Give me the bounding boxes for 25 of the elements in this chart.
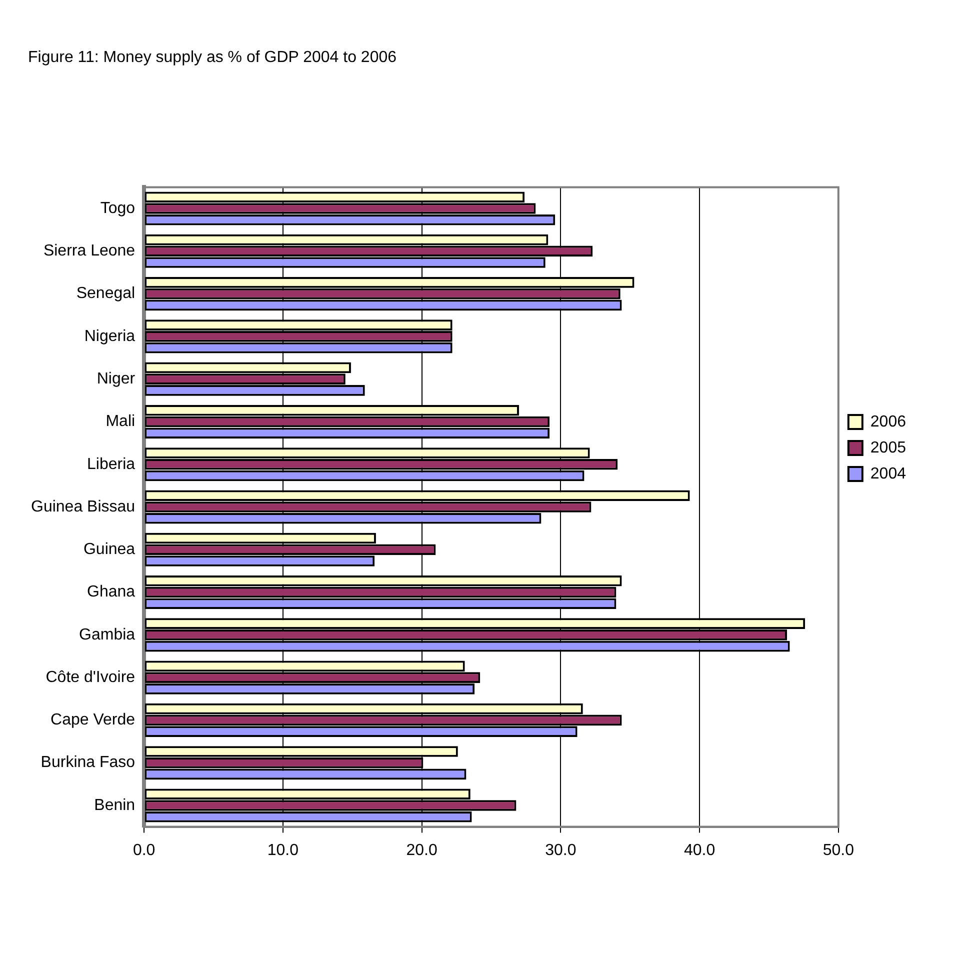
legend-label: 2004	[870, 465, 906, 482]
x-tick-label: 10.0	[267, 842, 299, 859]
x-tick-label: 50.0	[822, 842, 854, 859]
y-tick-label: Côte d'Ivoire	[46, 668, 136, 686]
y-tick-label: Senegal	[76, 285, 136, 302]
y-tick-label: Burkina Faso	[40, 754, 136, 772]
y-tick-label: Nigeria	[84, 328, 136, 345]
y-tick-label: Cape Verde	[50, 712, 136, 729]
y-tick-label: Guinea Bissau	[31, 498, 136, 516]
y-tick-label: Togo	[100, 200, 136, 217]
y-tick-label: Mali	[106, 413, 136, 430]
y-tick-label: Benin	[94, 796, 136, 814]
y-tick-label: Liberia	[87, 456, 136, 473]
y-tick-label: Guinea	[83, 541, 136, 558]
y-tick-label: Gambia	[79, 626, 136, 644]
legend-label: 2006	[870, 413, 906, 430]
legend-label: 2005	[870, 439, 906, 456]
x-tick-label: 0.0	[132, 842, 156, 859]
y-tick-label: Sierra Leone	[43, 242, 136, 260]
y-tick-label: Niger	[96, 370, 136, 388]
x-tick-label: 20.0	[406, 842, 438, 859]
y-tick-label: Ghana	[87, 584, 136, 601]
x-tick-label: 30.0	[545, 842, 576, 859]
x-tick-label: 40.0	[684, 842, 716, 859]
chart-title: Figure 11: Money supply as % of GDP 2004 to 2006	[28, 49, 397, 66]
